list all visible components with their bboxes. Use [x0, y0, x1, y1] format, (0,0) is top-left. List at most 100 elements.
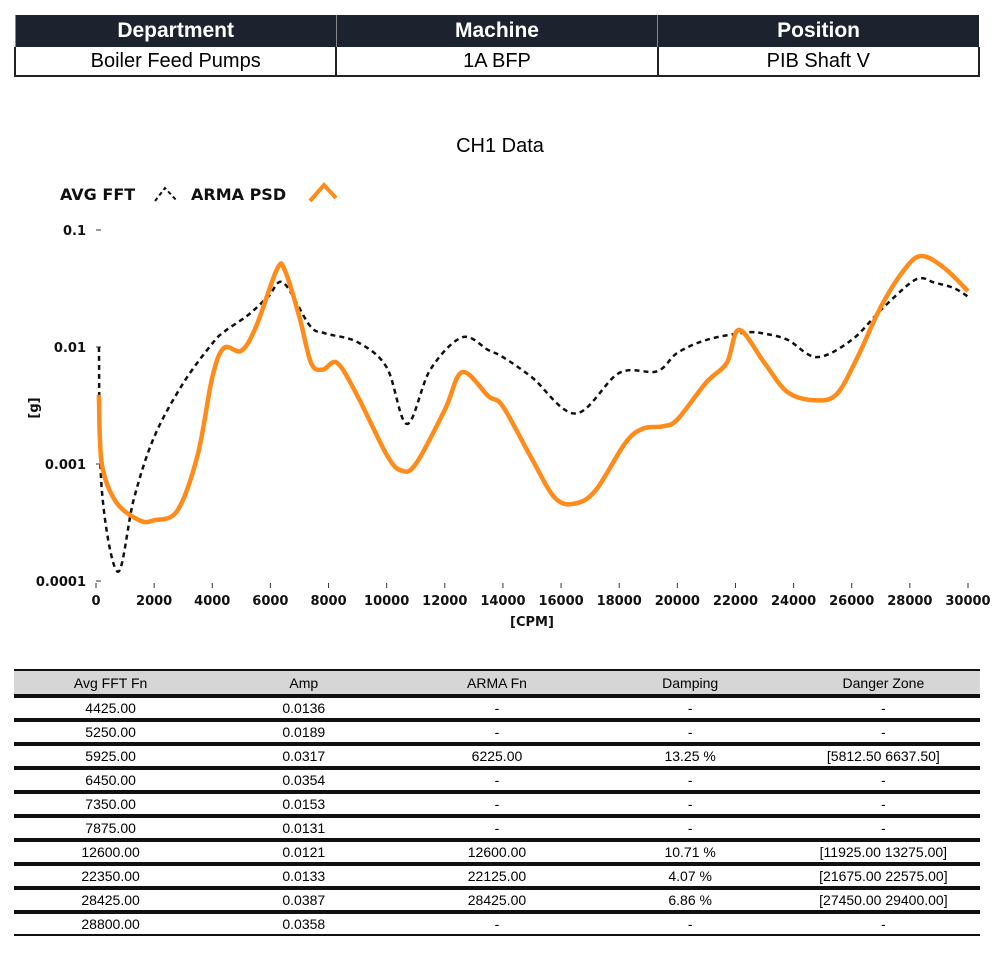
table-row: 28800.00 0.0358- - - [14, 912, 980, 936]
arma-psd-line [96, 253, 970, 525]
table-cell: [5812.50 6637.50] [786, 744, 980, 770]
chart-title: CH1 Data [456, 135, 544, 157]
legend-avg-fft: AVG FFT [60, 185, 135, 204]
x-tick-label: 0 [91, 594, 100, 609]
table-cell: 6450.00 [14, 768, 208, 794]
table-row: 7875.00 0.0131- - - [14, 816, 980, 842]
table-row: 5925.00 0.0317 6225.00 13.25 % [5812.50 6637… [14, 744, 980, 770]
table-cell: - [400, 792, 594, 818]
y-tick-label: 0.01 [54, 341, 86, 356]
header-department: Department [14, 15, 337, 47]
chart: AVG FFT ARMA PSD [g] [CPM] 0 2000 4000 6000… [27, 182, 991, 630]
table-cell: 0.0131 [207, 816, 401, 842]
table-row: 7350.00 0.0153- - - [14, 792, 980, 818]
results-header: Damping [593, 669, 787, 698]
table-cell: - [786, 768, 980, 794]
table-cell: [21675.00 22575.00] [786, 864, 980, 890]
table-row: 12600.00 0.0121 12600.00 10.71 % [11925.00 1… [14, 840, 980, 866]
avg-fft-line [97, 276, 969, 573]
table-cell: 6.86 % [593, 888, 787, 914]
x-tick-label: 24000 [771, 594, 816, 609]
table-cell: - [786, 912, 980, 936]
table-cell: 6225.00 [400, 744, 594, 770]
x-tick-label: 18000 [597, 594, 642, 609]
table-cell: 12600.00 [400, 840, 594, 866]
x-axis-label: [CPM] [510, 615, 554, 630]
table-cell: 4425.00 [14, 696, 208, 722]
table-cell: - [593, 912, 787, 936]
table-cell: - [786, 816, 980, 842]
table-cell: 28425.00 [14, 888, 208, 914]
table-cell: 5250.00 [14, 720, 208, 746]
table-cell: 0.0387 [207, 888, 401, 914]
table-cell: 0.0354 [207, 768, 401, 794]
table-cell: 7350.00 [14, 792, 208, 818]
table-row: 4425.00 0.0136- - - [14, 696, 980, 722]
y-tick-label: 0.001 [45, 458, 86, 473]
table-cell: 12600.00 [14, 840, 208, 866]
table-cell: - [400, 816, 594, 842]
x-tick-label: 4000 [194, 594, 230, 609]
x-tick-label: 8000 [310, 594, 346, 609]
y-tick-label: 0.1 [63, 224, 86, 239]
x-tick-label: 16000 [538, 594, 583, 609]
x-tick-label: 6000 [252, 594, 288, 609]
table-cell: - [593, 720, 787, 746]
x-tick-label: 12000 [422, 594, 467, 609]
table-cell: - [400, 720, 594, 746]
x-tick-label: 26000 [829, 594, 874, 609]
legend-arma-psd: ARMA PSD [191, 185, 286, 204]
table-cell: [11925.00 13275.00] [786, 840, 980, 866]
table-cell: 5925.00 [14, 744, 208, 770]
legend-avg-fft-swatch [154, 186, 178, 202]
x-tick-label: 20000 [655, 594, 700, 609]
y-tick-label: 0.0001 [36, 575, 86, 590]
table-cell: [27450.00 29400.00] [786, 888, 980, 914]
table-cell: 0.0317 [207, 744, 401, 770]
table-cell: 0.0189 [207, 720, 401, 746]
table-cell: 0.0358 [207, 912, 401, 936]
results-header: Amp [207, 669, 401, 698]
x-tick-label: 30000 [945, 594, 990, 609]
table-cell: 10.71 % [593, 840, 787, 866]
table-cell: - [786, 720, 980, 746]
header-position: Position [657, 15, 979, 47]
table-cell: 28800.00 [14, 912, 208, 936]
department-value: Boiler Feed Pumps [13, 47, 338, 77]
table-cell: 0.0136 [207, 696, 401, 722]
machine-value: 1A BFP [335, 47, 659, 77]
table-cell: - [400, 912, 594, 936]
table-cell: 0.0121 [207, 840, 401, 866]
y-axis-label: [g] [27, 397, 42, 418]
header-info-table: Department Machine Position Boiler Feed … [13, 15, 981, 77]
table-cell: 22350.00 [14, 864, 208, 890]
table-cell: 0.0153 [207, 792, 401, 818]
results-table: Avg FFT Fn Amp ARMA Fn Damping Danger Zone 4… [14, 669, 980, 936]
legend-arma-psd-swatch [308, 182, 338, 203]
table-cell: 0.0133 [207, 864, 401, 890]
header-machine: Machine [335, 15, 658, 47]
table-cell: 28425.00 [400, 888, 594, 914]
table-cell: 22125.00 [400, 864, 594, 890]
position-value: PIB Shaft V [657, 47, 981, 77]
table-cell: 13.25 % [593, 744, 787, 770]
table-cell: 4.07 % [593, 864, 787, 890]
table-cell: - [593, 792, 787, 818]
table-row: 6450.00 0.0354- - - [14, 768, 980, 794]
table-cell: - [786, 792, 980, 818]
table-cell: - [400, 768, 594, 794]
table-cell: - [786, 696, 980, 722]
results-header: ARMA Fn [400, 669, 594, 698]
table-cell: 7875.00 [14, 816, 208, 842]
table-cell: - [593, 696, 787, 722]
results-header: Danger Zone [786, 669, 980, 698]
table-cell: - [593, 768, 787, 794]
results-header: Avg FFT Fn [14, 669, 208, 698]
x-tick-label: 10000 [364, 594, 409, 609]
table-row: 22350.00 0.0133 22125.00 4.07 % [21675.00 22… [14, 864, 980, 890]
x-tick-label: 28000 [887, 594, 932, 609]
table-row: 5250.00 0.0189- - - [14, 720, 980, 746]
x-tick-label: 2000 [136, 594, 172, 609]
table-cell: - [400, 696, 594, 722]
x-tick-label: 14000 [480, 594, 525, 609]
